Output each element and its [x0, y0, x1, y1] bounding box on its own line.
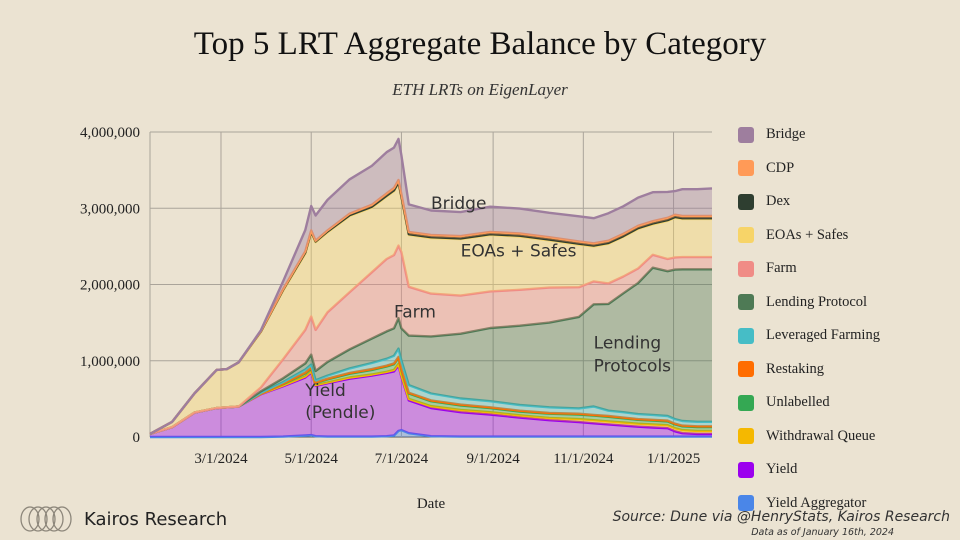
- legend-swatch: [738, 327, 754, 344]
- legend-swatch: [738, 294, 754, 311]
- legend-item-bridge: Bridge: [738, 118, 880, 152]
- annotation-label: (Pendle): [305, 403, 375, 423]
- legend-item-lending-protocol: Lending Protocol: [738, 286, 880, 320]
- annotation-label: Farm: [394, 302, 436, 322]
- line-yield-aggregator: [150, 428, 712, 439]
- line-lending-protocol: [149, 266, 712, 436]
- legend-label: CDP: [766, 159, 795, 176]
- legend: Bridge CDP Dex EOAs + Safes Farm Lending Prot…: [738, 118, 880, 520]
- legend-swatch: [738, 126, 754, 143]
- x-tick-label: 7/1/2024: [375, 451, 429, 467]
- legend-label: Dex: [766, 193, 791, 210]
- legend-swatch: [738, 461, 754, 478]
- x-tick-label: 11/1/2024: [553, 451, 614, 467]
- legend-item-dex: Dex: [738, 185, 880, 219]
- legend-item-withdrawal-queue: Withdrawal Queue: [738, 420, 880, 454]
- legend-label: Yield Aggregator: [766, 494, 867, 511]
- legend-item-restaking: Restaking: [738, 353, 880, 387]
- annotation-label: Lending: [594, 334, 662, 354]
- legend-label: Withdrawal Queue: [766, 427, 876, 444]
- legend-swatch: [738, 193, 754, 210]
- chart-title: Top 5 LRT Aggregate Balance by Category: [193, 26, 767, 62]
- legend-label: Restaking: [766, 360, 824, 377]
- area-lending-protocol: [150, 267, 712, 434]
- legend-label: Lending Protocol: [766, 293, 868, 310]
- kairos-logo-icon: [20, 506, 72, 532]
- legend-item-leveraged-farming: Leveraged Farming: [738, 319, 880, 353]
- annotation-label: Yield: [304, 381, 345, 401]
- y-tick-label: 4,000,000: [80, 125, 140, 141]
- legend-swatch: [738, 160, 754, 177]
- legend-label: Unlabelled: [766, 394, 830, 411]
- annotation-label: Protocols: [594, 356, 672, 376]
- legend-swatch: [738, 260, 754, 277]
- legend-swatch: [738, 495, 754, 512]
- legend-item-yield-aggregator: Yield Aggregator: [738, 487, 880, 521]
- brand-name: Kairos Research: [84, 508, 228, 530]
- source-note: Source: Dune via @HenryStats, Kairos Res…: [612, 509, 950, 525]
- area-farm: [150, 245, 712, 434]
- data-as-of-note: Data as of January 16th, 2024: [751, 527, 894, 538]
- line-farm: [149, 244, 712, 436]
- area-leveraged-farming: [150, 348, 712, 434]
- legend-swatch: [738, 394, 754, 411]
- x-tick-label: 5/1/2024: [285, 451, 339, 467]
- legend-item-eoas-safes: EOAs + Safes: [738, 219, 880, 253]
- area-yield: [150, 365, 712, 437]
- annotation-label: Bridge: [431, 194, 486, 214]
- legend-label: Yield: [766, 461, 798, 478]
- x-tick-label: 1/1/2025: [647, 451, 700, 467]
- y-tick-label: 0: [133, 430, 141, 446]
- legend-label: Farm: [766, 260, 797, 277]
- legend-swatch: [738, 227, 754, 244]
- annotation-label: EOAs + Safes: [461, 241, 577, 261]
- legend-swatch: [738, 361, 754, 378]
- legend-item-unlabelled: Unlabelled: [738, 386, 880, 420]
- y-tick-label: 2,000,000: [80, 278, 140, 294]
- legend-label: Bridge: [766, 126, 806, 143]
- x-tick-label: 3/1/2024: [194, 451, 248, 467]
- x-axis-label: Date: [417, 496, 446, 512]
- y-tick-label: 3,000,000: [80, 201, 140, 217]
- legend-item-farm: Farm: [738, 252, 880, 286]
- legend-swatch: [738, 428, 754, 445]
- legend-item-yield: Yield: [738, 453, 880, 487]
- brand-logo: Kairos Research: [18, 505, 227, 533]
- x-tick-label: 9/1/2024: [466, 451, 520, 467]
- area-withdrawal-queue: [150, 363, 712, 434]
- y-tick-label: 1,000,000: [80, 354, 140, 370]
- legend-label: Leveraged Farming: [766, 327, 880, 344]
- chart-subtitle: ETH LRTs on EigenLayer: [392, 80, 568, 99]
- area-eoas-safes: [150, 183, 712, 434]
- legend-label: EOAs + Safes: [766, 226, 849, 243]
- legend-item-cdp: CDP: [738, 152, 880, 186]
- line-bridge: [149, 137, 713, 435]
